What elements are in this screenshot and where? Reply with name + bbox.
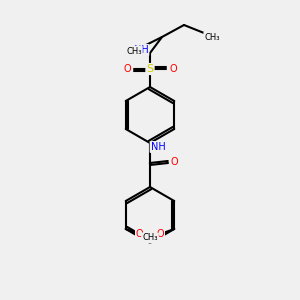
Text: O: O (169, 64, 177, 74)
Text: CH₃: CH₃ (204, 32, 220, 41)
Text: S: S (146, 64, 154, 74)
Text: O: O (156, 229, 164, 239)
Text: NH: NH (151, 142, 165, 152)
Text: O: O (170, 157, 178, 167)
Text: CH₃: CH₃ (142, 233, 158, 242)
Text: CH₃: CH₃ (142, 233, 158, 242)
Text: O: O (123, 64, 131, 74)
Text: CH₃: CH₃ (126, 46, 142, 56)
Text: NH: NH (134, 45, 148, 55)
Text: O: O (136, 229, 144, 239)
